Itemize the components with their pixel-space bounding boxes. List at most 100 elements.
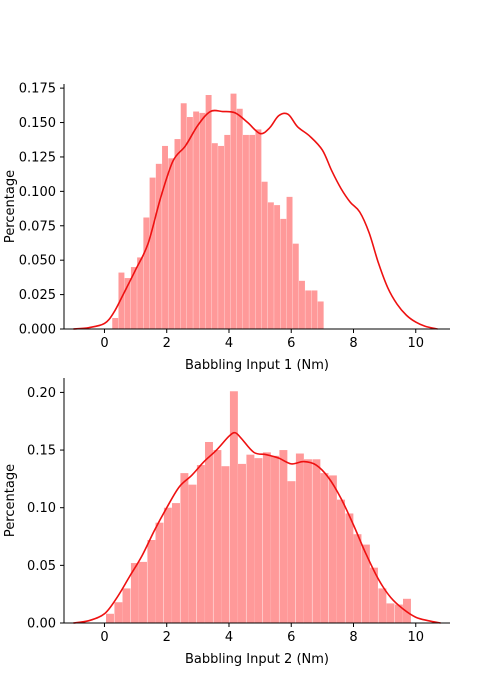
histogram-bar-2-15	[229, 391, 238, 623]
histogram-bar-2-32	[370, 567, 378, 623]
bars-2	[106, 391, 411, 623]
x-axis-label-1: Babbling Input 1 (Nm)	[185, 358, 329, 373]
histogram-bar-2-5	[147, 539, 156, 623]
x-tick-label-2-2: 4	[225, 630, 233, 645]
histogram-bar-2-28	[337, 499, 345, 623]
histogram-bar-1-3	[130, 267, 137, 329]
histogram-bar-2-0	[106, 613, 114, 623]
histogram-bar-1-8	[162, 145, 168, 329]
histogram-bar-2-8	[172, 503, 180, 623]
histogram-bar-1-20	[236, 108, 243, 329]
histogram-panel-1: 0 2 4 6 8 10 0.000 0.025 0.050 0.075 0.100 0.125 0.1…	[3, 82, 450, 373]
histogram-bar-1-25	[267, 202, 274, 329]
histogram-bar-1-11	[180, 103, 187, 330]
histogram-bar-1-27	[280, 218, 287, 329]
axes-2: 0 2 4 6 8 10 0.00 0.05 0.10 0.15 0.20	[27, 378, 450, 645]
histogram-bar-2-23	[295, 453, 304, 623]
histogram-bar-2-31	[361, 544, 370, 623]
histogram-bar-2-27	[328, 475, 337, 623]
x-tick-label-1-2: 4	[225, 336, 233, 351]
histogram-bar-1-6	[149, 177, 156, 329]
histogram-bar-2-18	[254, 458, 263, 623]
histogram-bar-1-33	[317, 301, 324, 329]
histogram-bar-2-17	[246, 454, 255, 623]
histogram-bar-2-4	[139, 561, 147, 623]
histogram-bar-2-11	[196, 465, 205, 623]
kde-line-1	[73, 109, 438, 330]
x-tick-label-2-4: 8	[349, 630, 357, 645]
x-axis-label-2: Babbling Input 2 (Nm)	[185, 652, 329, 667]
x-tick-label-1-5: 10	[407, 336, 424, 351]
y-tick-label-2-1: 0.05	[27, 559, 56, 574]
histogram-bar-2-35	[394, 604, 403, 623]
histogram-bar-2-14	[221, 466, 230, 623]
x-tick-label-1-3: 6	[287, 336, 295, 351]
histogram-bar-1-17	[218, 145, 225, 329]
y-tick-label-1-1: 0.025	[19, 288, 56, 303]
axes-1: 0 2 4 6 8 10 0.000 0.025 0.050 0.075 0.100 0.125 0.1…	[19, 82, 450, 351]
histogram-bar-2-30	[353, 534, 362, 623]
histogram-bar-1-14	[199, 112, 206, 330]
histogram-bar-2-3	[130, 563, 139, 623]
histogram-bar-2-7	[163, 507, 172, 623]
histogram-bar-2-26	[320, 473, 329, 623]
histogram-bar-2-33	[378, 588, 387, 623]
histogram-bar-2-13	[213, 450, 222, 623]
histogram-bar-1-16	[211, 143, 218, 329]
histogram-bar-1-0	[112, 317, 119, 329]
histogram-panel-2: 0 2 4 6 8 10 0.00 0.05 0.10 0.15 0.20 Babbling Inp…	[3, 378, 450, 667]
x-tick-label-2-1: 2	[163, 630, 171, 645]
histogram-bar-2-24	[304, 459, 312, 623]
histogram-bar-2-2	[122, 588, 131, 623]
x-tick-label-2-3: 6	[287, 630, 295, 645]
y-tick-label-1-2: 0.050	[19, 254, 56, 269]
histogram-bar-1-29	[292, 243, 299, 329]
y-axis-label-1: Percentage	[3, 170, 18, 243]
y-tick-label-2-3: 0.15	[27, 444, 56, 459]
histogram-bar-1-30	[299, 280, 305, 329]
y-axis-label-2: Percentage	[3, 464, 18, 537]
histogram-bar-1-7	[155, 163, 162, 329]
x-tick-label-1-0: 0	[100, 336, 108, 351]
histogram-bar-2-36	[403, 598, 411, 623]
histogram-bar-2-25	[312, 459, 321, 623]
histogram-bar-1-4	[137, 257, 144, 329]
y-tick-label-1-4: 0.100	[19, 185, 56, 200]
histogram-bar-1-32	[311, 290, 318, 329]
x-tick-label-1-1: 2	[163, 336, 171, 351]
histogram-bar-1-15	[205, 95, 212, 329]
histogram-bar-1-24	[261, 181, 268, 329]
y-tick-label-2-0: 0.00	[27, 617, 56, 632]
y-tick-label-1-6: 0.150	[19, 116, 56, 131]
histogram-bar-1-18	[224, 134, 231, 329]
histogram-bar-1-31	[305, 290, 312, 329]
histogram-bar-2-6	[155, 522, 164, 623]
bars-1	[112, 93, 324, 330]
histogram-bar-2-21	[279, 450, 288, 623]
histogram-bar-1-28	[286, 196, 293, 329]
histogram-bar-1-2	[124, 278, 131, 329]
histogram-bar-1-5	[143, 217, 150, 329]
histogram-bar-1-23	[255, 129, 262, 329]
histogram-bar-1-21	[242, 134, 249, 329]
histogram-bar-2-19	[262, 452, 271, 623]
y-tick-label-2-4: 0.20	[27, 386, 56, 401]
histogram-bar-1-19	[230, 93, 237, 329]
kde-line-2	[73, 431, 441, 624]
histogram-bar-1-22	[249, 134, 256, 329]
histogram-bar-2-16	[238, 463, 246, 623]
x-tick-label-2-5: 10	[407, 630, 424, 645]
x-tick-label-1-4: 8	[349, 336, 357, 351]
histogram-bar-2-29	[345, 513, 354, 623]
histogram-bar-1-1	[118, 272, 125, 329]
histogram-bar-2-20	[271, 455, 279, 623]
histogram-bar-1-13	[193, 111, 200, 329]
histogram-bar-2-1	[114, 602, 123, 623]
histogram-bar-2-22	[287, 481, 296, 623]
histogram-bar-2-9	[180, 473, 189, 623]
histogram-bar-1-12	[186, 117, 193, 329]
histogram-bar-1-26	[274, 205, 281, 329]
y-tick-label-1-3: 0.075	[19, 219, 56, 234]
histogram-bar-1-10	[174, 139, 181, 329]
